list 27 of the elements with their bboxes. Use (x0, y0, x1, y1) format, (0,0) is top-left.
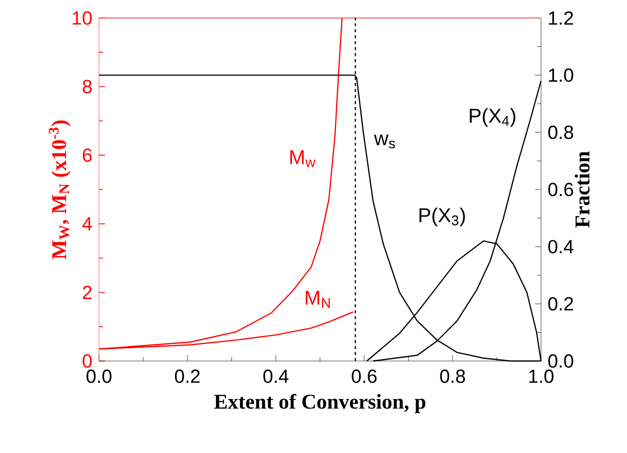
x-tick-label: 0.6 (352, 370, 377, 383)
y-tick-label: 10 (72, 11, 92, 25)
y-axis-title: M$_{W}$, M$_{N}$ (x10$^{-3}$) (48, 120, 71, 260)
x-tick-label: 0.8 (440, 370, 465, 383)
x-tick-label: 1.0 (529, 370, 554, 383)
y-tick-label: 6 (82, 148, 92, 162)
y2-tick-label: 0.2 (548, 297, 573, 311)
y2-tick-label: 0.6 (548, 182, 574, 196)
annotation: P(X$_{4}$) (470, 108, 516, 127)
y2-tick-label: 0.4 (548, 240, 574, 254)
y-tick-label: 0 (82, 354, 92, 368)
annotation: P(X$_{3}$) (419, 208, 465, 226)
y2-axis-title: Fraction (574, 151, 590, 228)
annotation: M$_{N}$ (306, 290, 330, 308)
x-tick-label: 0.2 (174, 370, 200, 383)
y-tick-label: 4 (82, 217, 92, 230)
x-tick-label: 0.0 (86, 370, 112, 383)
y2-tick-label: 0.0 (548, 354, 574, 368)
y-tick-label: 8 (82, 80, 92, 94)
annotation: w$_{s}$ (374, 134, 395, 148)
y2-tick-label: 1.2 (548, 11, 573, 25)
annotation: M$_{w}$ (290, 150, 316, 168)
y2-tick-label: 0.8 (548, 126, 574, 140)
x-axis-title: Extent of Conversion, p (214, 394, 426, 414)
x-tick-label: 0.4 (263, 370, 288, 383)
y2-tick-label: 1.0 (548, 68, 574, 82)
y-tick-label: 2 (82, 286, 92, 300)
